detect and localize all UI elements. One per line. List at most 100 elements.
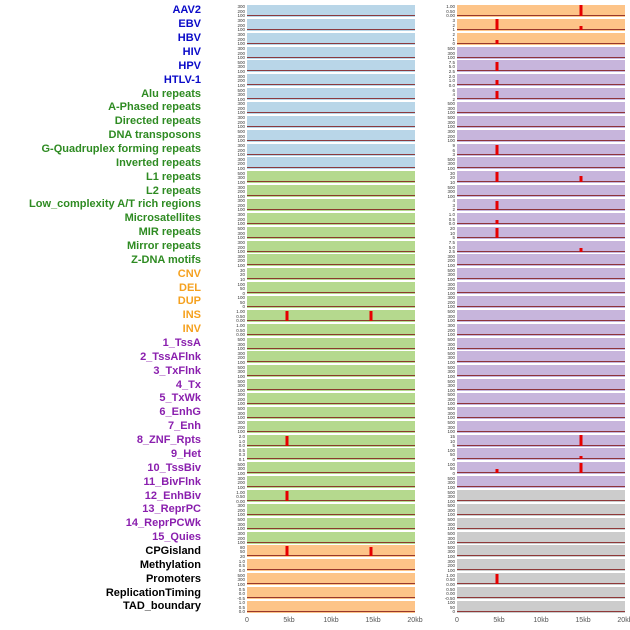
track-panel-left [247,462,415,475]
y-axis-tick-label: 0.1 [238,456,245,462]
y-axis-tick-label: 500 [447,156,455,162]
track-label: 4_Tx [175,378,201,391]
y-axis-tick-label: 100 [237,41,245,47]
y-axis-tick-label: 200 [237,216,245,222]
track-panel-right [457,573,625,586]
signal-baseline [247,70,415,72]
y-axis-tick-label: 0 [242,290,245,296]
y-axis-tick-label: 0.0 [238,443,245,449]
y-axis-ticks: 30 20 10 [207,268,247,281]
y-axis-ticks: 1.00 0.50 0.00 [207,309,247,324]
y-axis-tick-label: 100 [237,295,245,301]
signal-baseline [247,486,415,488]
y-axis-tick-label: 0.50 [236,494,245,499]
track-panel-right [457,545,625,558]
y-axis-tick-label: 1.00 [236,323,245,329]
track-panel-left [247,392,415,405]
signal-spike [285,546,289,557]
y-axis-ticks: 300 200 100 [207,476,247,489]
y-axis-tick-label: 300 [237,521,245,527]
signal-baseline [247,527,415,529]
track-row: Methylation 1.0 0.5 0.0 300 200 100 [0,558,630,572]
track-panel-right [457,490,625,502]
signal-spike [579,456,583,460]
x-axis-tick-label: 0 [455,617,459,624]
y-axis-tick-label: 100 [447,193,455,199]
y-axis-tick-label: 300 [237,369,245,375]
y-axis-tick-label: 200 [447,327,455,333]
y-axis-tick-label: 0.0 [448,82,455,88]
y-axis-tick-label: 300 [447,480,455,486]
y-axis-tick-label: 1.0 [238,558,245,564]
track-row: L1 repeats 500 300 100 30 20 10 [0,170,630,184]
signal-spike [579,435,583,446]
y-axis-ticks: 500 300 100 [207,379,247,392]
y-axis-tick-label: 1.0 [448,212,455,218]
y-axis-tick-label: 100 [447,553,455,559]
signal-baseline [247,472,415,474]
y-axis-tick-label: 0.00 [236,318,245,324]
y-axis-tick-label: 200 [237,189,245,195]
signal-baseline [457,472,625,474]
track-row: 13_ReprPC 300 200 100 500 300 100 [0,503,630,517]
signal-spike [495,18,499,30]
y-axis-tick-label: 100 [237,193,245,199]
track-panel-right [457,448,625,461]
y-axis-tick-label: 200 [237,147,245,153]
track-panel-left [247,198,415,211]
y-axis-tick-label: 500 [447,337,455,343]
y-axis-ticks: 20 10 5 [415,227,457,241]
signal-baseline [247,28,415,30]
track-label: 9_Het [171,447,201,460]
track-panel-right [457,212,625,225]
y-axis-ticks: 1.0 0.5 0.0 [207,601,247,614]
signal-baseline [247,458,415,460]
y-axis-ticks: 500 300 100 [207,462,247,475]
y-axis-tick-label: 50 [449,604,455,610]
y-axis-tick-label: 500 [237,59,245,65]
signal-baseline [457,84,625,86]
track-panel-left [247,309,415,322]
track-panel-right [457,268,625,281]
track-panel-right [457,309,625,322]
signal-spike [495,90,499,100]
track-label: Z-DNA motifs [131,253,201,266]
track-panel-right [457,434,625,447]
y-axis-ticks: 300 200 100 [207,213,247,226]
y-axis-tick-label: 5 [452,235,455,241]
y-axis-ticks: 1.00 0.50 0.00 [207,323,247,337]
y-axis-tick-label: 500 [447,184,455,190]
y-axis-ticks: 300 200 100 [415,254,457,267]
y-axis-tick-label: 0.3 [238,452,245,458]
y-axis-tick-label: 300 [447,410,455,416]
y-axis-tick-label: 300 [237,184,245,190]
y-axis-tick-label: 100 [447,318,455,324]
y-axis-tick-label: 300 [237,577,245,583]
signal-baseline [457,167,625,169]
y-axis-tick-label: 500 [447,489,455,495]
y-axis-tick-label: 0.00 [236,498,245,504]
y-axis-tick-label: 200 [237,480,245,486]
y-axis-tick-label: 100 [237,207,245,213]
y-axis-tick-label: 0.50 [236,327,245,333]
track-label: Microsatellites [124,212,201,225]
y-axis-tick-label: 300 [447,396,455,402]
y-axis-tick-label: 1.00 [236,309,245,315]
track-label: 12_EnhBiv [144,489,201,502]
signal-spike [369,546,373,557]
track-row: 15_Quies 300 200 100 500 300 100 [0,531,630,545]
y-axis-tick-label: 500 [447,309,455,315]
signal-spike [495,61,499,72]
track-panel-left [247,4,415,17]
track-label: Mirror repeats [127,240,201,253]
y-axis-ticks: 500 300 100 [415,489,457,503]
signal-spike [495,220,499,224]
y-axis-tick-label: 80 [239,544,245,550]
y-axis-tick-label: 300 [447,105,455,111]
track-row: TAD_boundary 1.0 0.5 0.0 100 50 0 [0,600,630,614]
track-label: HIV [182,46,201,58]
signal-baseline [247,361,415,363]
track-panel-right [457,282,625,295]
y-axis-tick-label: 100 [447,526,455,532]
